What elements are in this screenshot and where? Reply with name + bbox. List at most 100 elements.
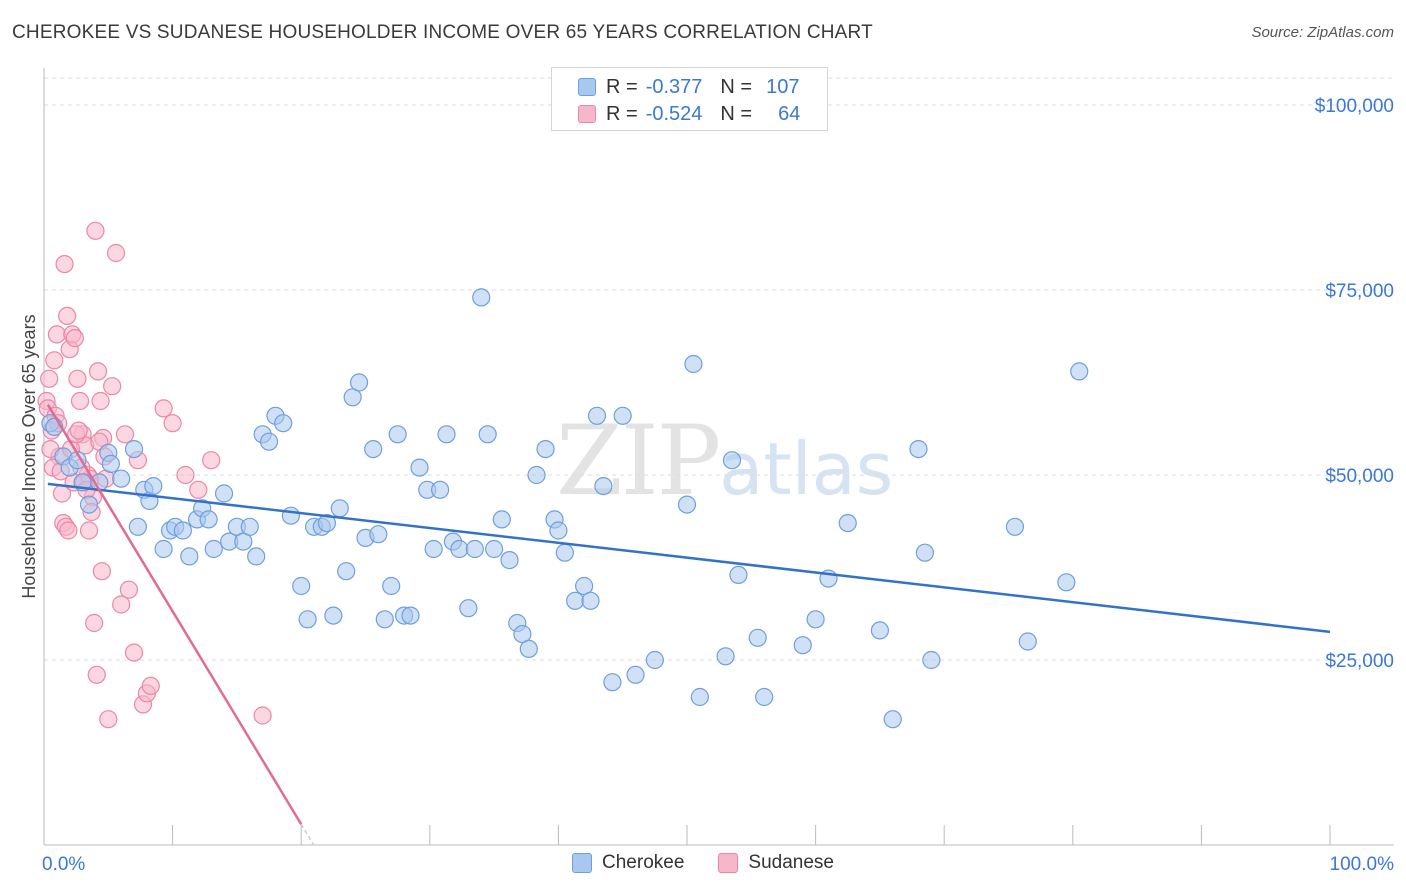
cherokee-point xyxy=(375,610,394,629)
cherokee-point xyxy=(684,354,703,374)
sudanese-point xyxy=(253,706,272,725)
cherokee-point xyxy=(1070,362,1089,381)
cherokee-point xyxy=(144,477,163,496)
sudanese-point xyxy=(202,451,221,470)
cherokee-point xyxy=(401,606,420,625)
cherokee-point xyxy=(755,687,774,707)
sudanese-point xyxy=(119,580,138,599)
cherokee-point xyxy=(382,576,401,596)
series-label-cherokee: Cherokee xyxy=(602,852,685,873)
cherokee-point xyxy=(79,495,99,514)
legend-swatch-sudanese xyxy=(578,105,596,123)
legend-n-label: N = xyxy=(720,75,753,98)
cherokee-point xyxy=(729,565,748,585)
sudanese-point xyxy=(87,665,106,684)
watermark: ZIPatlas xyxy=(556,405,893,517)
cherokee-point xyxy=(581,591,600,610)
cherokee-point xyxy=(587,406,607,425)
cherokee-point xyxy=(369,525,388,544)
y-axis-label: Householder Income Over 65 years xyxy=(19,314,39,598)
sudanese-point xyxy=(154,399,173,418)
cherokee-point xyxy=(883,710,902,729)
x-tick-label-min: 0.0% xyxy=(42,854,85,875)
cherokee-point xyxy=(922,650,941,670)
series-label-sudanese: Sudanese xyxy=(748,852,834,873)
sudanese-point xyxy=(141,676,160,696)
cherokee-point xyxy=(317,513,337,533)
cherokee-point xyxy=(555,543,574,562)
sudanese-point xyxy=(112,595,131,614)
legend: R = -0.377 N = 107 R = -0.524 N = 64 xyxy=(551,67,828,131)
cherokee-point xyxy=(465,539,484,559)
sudanese-point xyxy=(69,421,88,440)
cherokee-point xyxy=(274,414,293,433)
cherokee-point xyxy=(594,477,613,496)
cherokee-point xyxy=(492,510,511,529)
sudanese-point xyxy=(189,480,208,499)
legend-n-label: N = xyxy=(720,102,753,125)
sudanese-point xyxy=(106,243,126,263)
cherokee-trend-line xyxy=(47,482,1331,634)
sudanese-point xyxy=(124,643,144,662)
series-legend-sudanese: Sudanese xyxy=(718,852,834,874)
cherokee-point xyxy=(330,499,349,518)
sudanese-point xyxy=(45,351,64,370)
sudanese-point xyxy=(58,306,77,325)
sudanese-point xyxy=(79,521,99,540)
cherokee-point xyxy=(424,539,443,559)
cherokee-point xyxy=(472,288,491,307)
sudanese-point xyxy=(91,391,110,411)
sudanese-point xyxy=(55,255,74,274)
legend-r-label: R = xyxy=(606,75,638,98)
sudanese-point xyxy=(92,562,111,581)
cherokee-point xyxy=(450,539,469,559)
sudanese-point xyxy=(103,377,122,396)
cherokee-point xyxy=(536,440,555,459)
legend-r-label: R = xyxy=(606,102,638,125)
sudanese-point xyxy=(85,613,104,633)
legend-n-value: 64 xyxy=(778,102,801,125)
cherokee-point xyxy=(1057,573,1076,592)
cherokee-point xyxy=(716,647,735,666)
cherokee-point xyxy=(128,517,147,536)
source-label: Source: ZipAtlas.com xyxy=(1251,24,1394,41)
legend-swatch-cherokee xyxy=(578,78,596,96)
sudanese-point xyxy=(86,221,105,240)
series-swatch-sudanese xyxy=(718,853,739,873)
cherokee-point xyxy=(806,610,825,629)
sudanese-point xyxy=(176,465,195,485)
cherokee-point xyxy=(214,484,234,503)
sudanese-point xyxy=(70,391,90,411)
y-tick-label: $50,000 xyxy=(1325,466,1394,487)
legend-r-value: -0.377 xyxy=(645,75,703,98)
cherokee-point xyxy=(677,495,697,514)
cherokee-point xyxy=(459,599,478,618)
watermark-atlas: atlas xyxy=(719,427,894,511)
cherokee-point xyxy=(793,636,812,655)
series-legend-cherokee: Cherokee xyxy=(572,852,684,874)
cherokee-point xyxy=(364,440,383,459)
y-tick-label: $75,000 xyxy=(1325,281,1394,302)
cherokee-point xyxy=(410,458,429,477)
sudanese-trend-extension xyxy=(300,823,315,846)
cherokee-point xyxy=(748,628,767,647)
cherokee-point xyxy=(527,465,546,485)
cherokee-point xyxy=(247,547,266,566)
cherokee-point xyxy=(626,665,645,684)
cherokee-point xyxy=(870,621,890,640)
cherokee-point xyxy=(500,550,519,570)
cherokee-point xyxy=(180,547,199,566)
cherokee-point xyxy=(292,576,311,596)
cherokee-point xyxy=(430,480,450,499)
sudanese-point xyxy=(40,369,59,388)
cherokee-point xyxy=(324,606,343,625)
watermark-zip: ZIP xyxy=(556,405,721,517)
cherokee-point xyxy=(259,432,279,451)
sudanese-point xyxy=(68,369,87,388)
cherokee-point xyxy=(337,562,356,581)
cherokee-point xyxy=(838,513,857,533)
cherokee-point xyxy=(173,521,192,540)
cherokee-point xyxy=(915,543,935,562)
cherokee-point xyxy=(485,539,504,559)
